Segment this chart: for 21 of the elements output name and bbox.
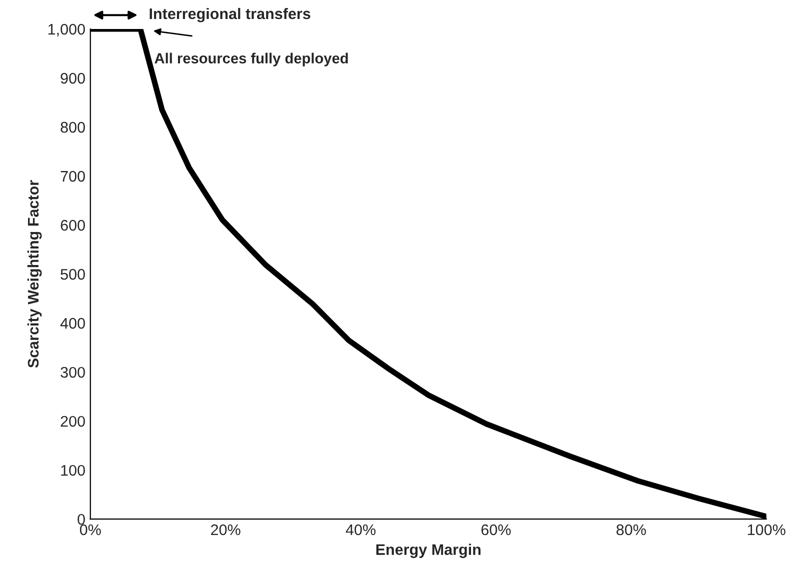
x-tick-label: 20% [211,524,240,536]
y-tick-label: 700 [60,170,85,182]
text: Interregional transfers [150,8,310,22]
annotation: All resources fully deployed [154,52,348,66]
y-tick-label: 800 [60,122,85,133]
x-axis-title: Energy Margin [376,544,480,558]
y-tick-label: 0 [78,514,85,525]
x-tick-label: 40% [346,524,376,536]
x-tick-label: 0% [80,524,101,536]
x-tick-label: 100% [748,524,786,536]
y-tick-label: 600 [60,220,85,231]
y-tick-label: 500 [60,268,85,280]
y-tick-label: 200 [60,416,85,427]
y-tick-label: 400 [60,318,85,329]
y-tick-label: 900 [60,72,85,84]
y-axis-title: Scarcity Weighting Factor [27,180,42,368]
y-tick-label: 300 [60,366,85,378]
y-tick-label: 1,000 [48,24,85,36]
x-tick-label: 80% [616,524,646,536]
x-tick-label: 60% [481,524,511,536]
y-tick-label: 100 [61,464,85,476]
